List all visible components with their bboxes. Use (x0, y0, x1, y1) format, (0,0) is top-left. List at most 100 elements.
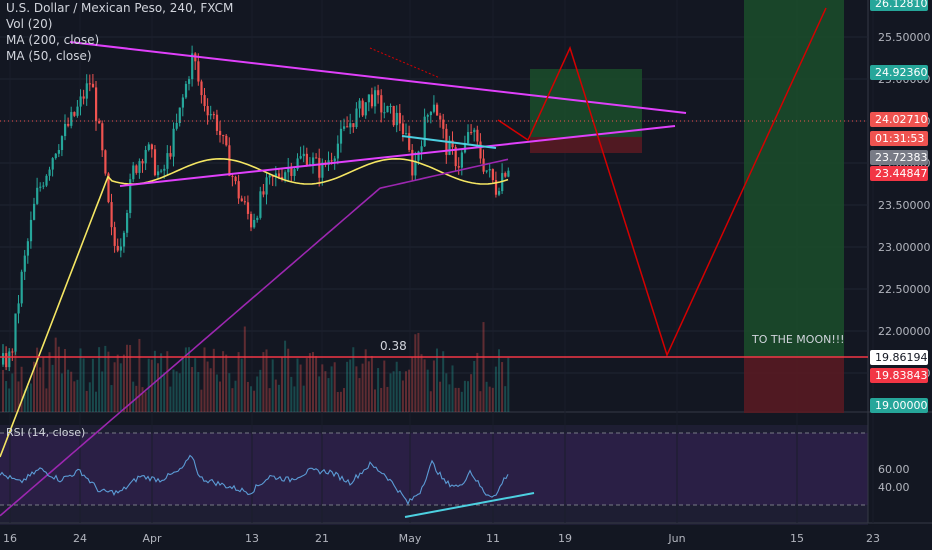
volume-bar (287, 348, 290, 412)
volume-bar (364, 349, 367, 412)
candle-body (401, 123, 405, 134)
candle-body (426, 115, 429, 117)
candle-body (498, 191, 501, 195)
candle-body (175, 123, 178, 129)
candle-body (361, 100, 364, 116)
candle-body (157, 171, 160, 176)
candle-body (448, 140, 451, 155)
volume-bar (132, 381, 135, 412)
candle-body (305, 153, 308, 166)
volume-bar (302, 385, 305, 412)
volume-bar (29, 383, 32, 412)
volume-bar (228, 373, 231, 412)
price-label-box (870, 368, 928, 383)
volume-bar (367, 361, 370, 412)
candle-body (206, 106, 209, 116)
volume-bar (463, 380, 466, 412)
volume-bar (234, 380, 237, 412)
candle-body (367, 94, 370, 103)
volume-bar (470, 374, 473, 412)
volume-bar (504, 386, 507, 412)
candle-body (377, 90, 380, 96)
volume-bar (498, 349, 500, 412)
volume-bar (70, 371, 73, 412)
volume-bar (274, 379, 277, 412)
candle-body (339, 128, 343, 144)
candle-body (268, 175, 271, 178)
volume-bar (222, 351, 225, 412)
price-label-box (870, 398, 928, 413)
volume-bar (324, 371, 327, 412)
candle-body (73, 112, 76, 116)
candle-body (318, 157, 321, 178)
volume-bar (352, 347, 355, 412)
volume-bar (250, 386, 252, 412)
volume-bar (122, 354, 125, 412)
time-tick-label: Jun (667, 532, 685, 545)
candle-body (200, 81, 203, 96)
time-tick-label: Apr (142, 532, 162, 545)
volume-bar (95, 391, 97, 412)
volume-bar (454, 387, 457, 412)
volume-bar (479, 391, 482, 412)
candle-body (256, 217, 259, 220)
volume-bar (401, 380, 404, 412)
price-divergence-line (401, 135, 497, 149)
candle-body (116, 245, 119, 251)
volume-bar (411, 356, 414, 412)
volume-bar (436, 348, 438, 412)
rsi-tick-label: 40.00 (878, 481, 910, 494)
candle-body (203, 95, 206, 107)
volume-bar (181, 356, 184, 412)
candle-body (57, 150, 60, 154)
volume-bar (448, 384, 451, 412)
candle-body (26, 241, 29, 256)
volume-bar (501, 362, 504, 412)
candle-body (277, 173, 281, 177)
volume-bar (417, 332, 420, 412)
candle-body (160, 170, 163, 172)
volume-bar (51, 364, 54, 412)
price-label: 24.92360 (875, 66, 928, 79)
volume-bar (355, 366, 358, 412)
candle-body (132, 165, 135, 180)
candle-body (442, 119, 445, 129)
candle-body (67, 123, 70, 126)
candle-body (76, 106, 79, 116)
volume-bar (225, 354, 228, 412)
candle-body (250, 213, 253, 228)
volume-bar (98, 347, 101, 412)
volume-bar (91, 358, 94, 412)
candle-body (274, 173, 277, 178)
candle-body (398, 112, 401, 124)
candle-body (237, 181, 240, 199)
volume-bar (23, 389, 26, 412)
candle-body (122, 232, 126, 247)
volume-bar (392, 371, 395, 412)
volume-bar (383, 360, 386, 412)
candle-body (451, 140, 454, 148)
volume-bar (5, 381, 8, 412)
candle-body (79, 96, 82, 107)
legend: U.S. Dollar / Mexican Peso, 240, FXCM Vo… (6, 0, 233, 64)
volume-bar (57, 346, 60, 412)
volume-bar (473, 360, 476, 412)
candle-body (17, 303, 20, 314)
candle-body (85, 83, 88, 99)
volume-bar (299, 364, 302, 412)
volume-bar (445, 373, 448, 412)
volume-bar (178, 373, 181, 412)
candle-body (246, 202, 250, 214)
candle-body (225, 135, 228, 146)
candle-body (64, 123, 67, 137)
candle-body (374, 90, 377, 107)
candle-body (197, 61, 200, 82)
price-label: 19.86194 (875, 351, 928, 364)
volume-bar (33, 361, 35, 412)
volume-bar (284, 340, 287, 412)
candle-body (411, 149, 414, 176)
volume-bar (11, 373, 14, 412)
volume-bar (231, 388, 234, 412)
candle-body (212, 114, 215, 116)
